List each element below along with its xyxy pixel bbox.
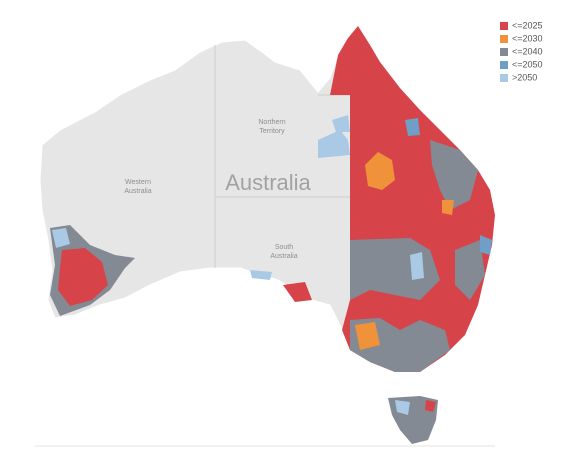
region-fill — [365, 152, 395, 190]
legend-label: <=2040 — [512, 46, 543, 56]
legend-label: <=2030 — [512, 33, 543, 43]
legend-swatch — [500, 35, 508, 43]
legend-label: <=2025 — [512, 20, 543, 30]
legend-swatch — [500, 48, 508, 56]
region-label: Australia — [270, 253, 297, 260]
region-fill — [430, 140, 478, 210]
legend-label: >2050 — [512, 72, 537, 82]
region-label: Territory — [259, 128, 285, 135]
region-fill — [52, 228, 70, 248]
legend-swatch — [500, 61, 508, 69]
region-fill — [332, 115, 350, 132]
legend-label: <=2050 — [512, 59, 543, 69]
region-fill — [318, 130, 350, 158]
region-fill — [480, 235, 492, 255]
legend-swatch — [500, 22, 508, 30]
country-label: Australia — [225, 170, 311, 195]
region-label: South — [275, 244, 293, 251]
region-fill — [355, 322, 380, 350]
region-label: Western — [125, 179, 151, 186]
region-fill — [410, 252, 424, 280]
region-fill — [405, 118, 420, 136]
region-fill — [283, 282, 312, 302]
region-fill — [442, 200, 454, 215]
region-fill — [455, 240, 485, 300]
region-fill — [58, 248, 108, 306]
region-label: Australia — [124, 188, 151, 195]
tasmania-patch — [425, 400, 436, 412]
tasmania-patch — [395, 400, 410, 415]
legend-swatch — [500, 74, 508, 82]
region-fill — [250, 270, 272, 280]
legend: <=2025 <=2030 <=2040 <=2050 >2050 — [500, 20, 543, 82]
region-label: Northern — [258, 119, 285, 126]
